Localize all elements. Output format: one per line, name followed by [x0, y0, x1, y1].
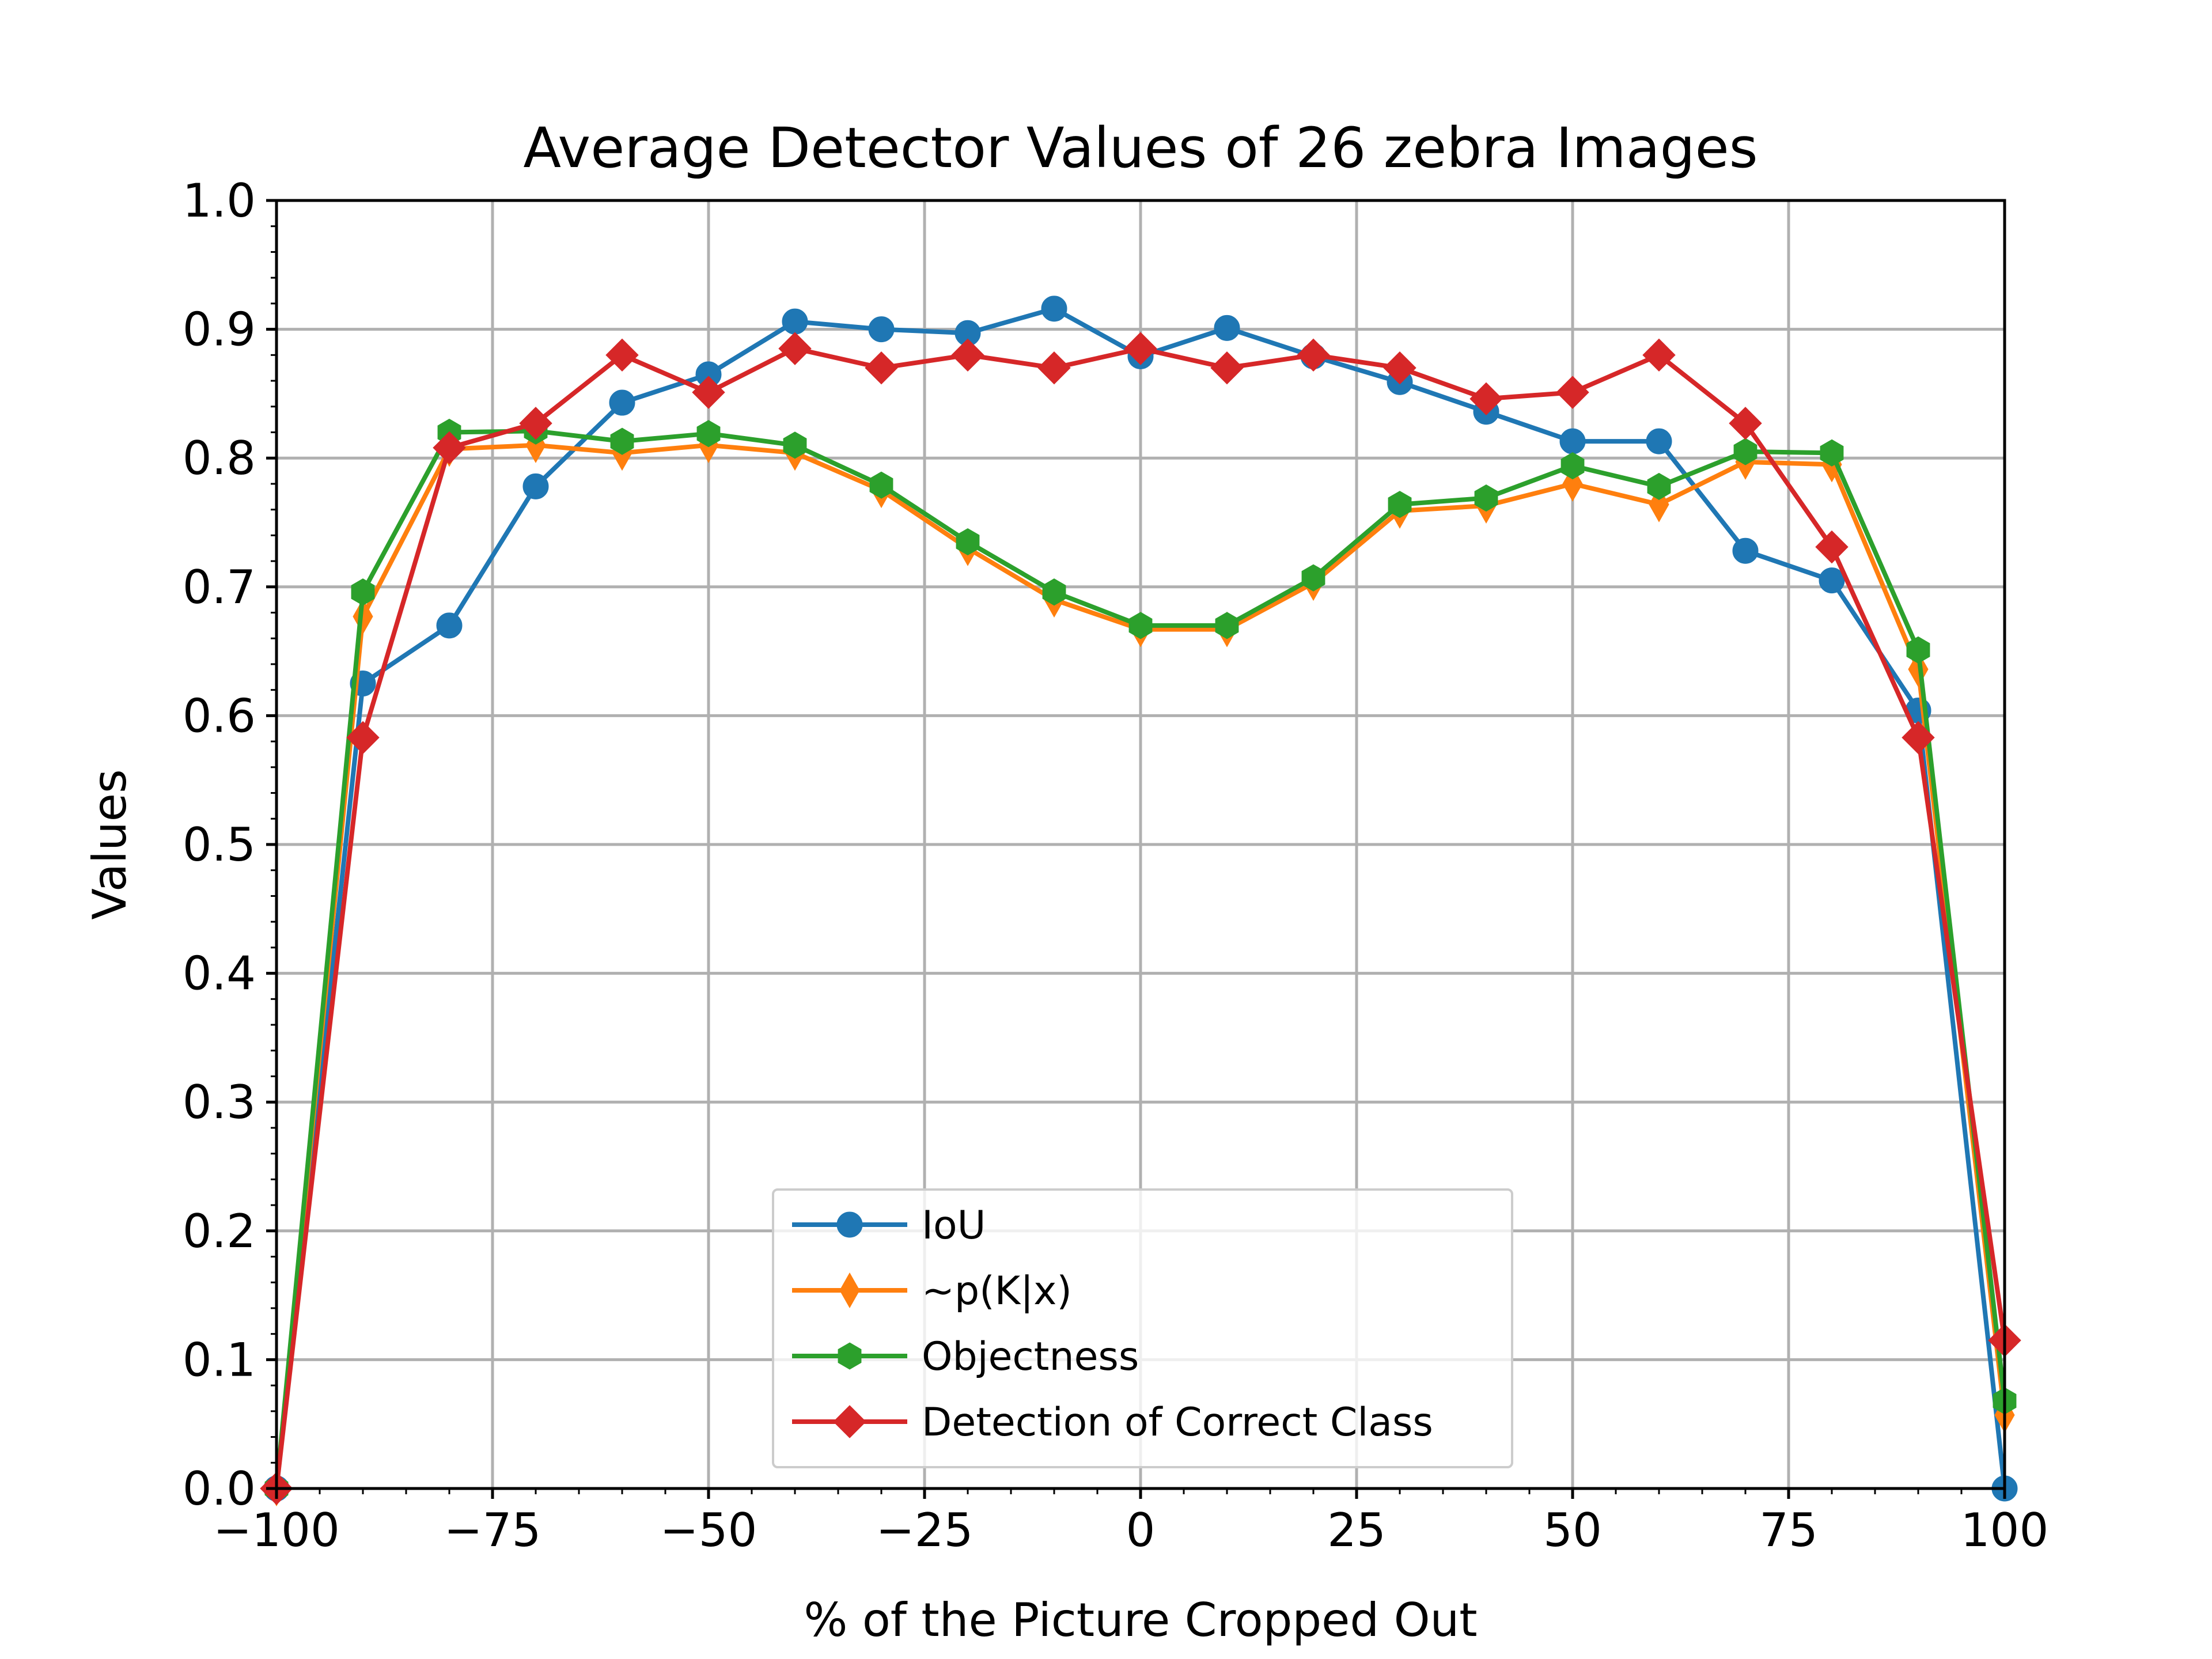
x-tick-label: 75	[1759, 1503, 1818, 1557]
y-tick-label: 0.5	[183, 818, 256, 872]
y-axis-label: Values	[83, 769, 137, 919]
data-point	[1037, 351, 1071, 385]
series-detection-of-correct-class	[260, 332, 2021, 1505]
data-point	[1556, 376, 1589, 409]
y-tick-label: 1.0	[183, 174, 256, 228]
y-tick-label: 0.7	[183, 560, 256, 614]
data-point	[1560, 452, 1585, 480]
data-point	[696, 420, 721, 448]
data-point	[1474, 484, 1498, 512]
data-point	[433, 431, 466, 465]
y-tick-label: 0.9	[183, 303, 256, 357]
data-point	[1297, 338, 1330, 372]
data-point	[436, 612, 463, 639]
legend-label: Objectness	[922, 1334, 1139, 1380]
data-point	[782, 308, 808, 335]
data-point	[778, 332, 812, 365]
y-tick-label: 0.4	[183, 947, 256, 1001]
data-point	[1215, 612, 1239, 639]
x-tick-label: 50	[1543, 1503, 1602, 1557]
legend-item: Detection of Correct Class	[792, 1400, 1433, 1445]
legend-marker	[833, 1405, 866, 1438]
data-point	[868, 316, 895, 343]
data-point	[951, 338, 984, 372]
data-point	[351, 578, 375, 606]
data-point	[1732, 537, 1759, 564]
legend-marker	[839, 1272, 860, 1309]
x-tick-label: −100	[213, 1503, 340, 1557]
chart-title: Average Detector Values of 26 zebra Imag…	[523, 116, 1758, 180]
axis-ticks: −100 −75 −50 −25 0 25 50 75 100 0.0 0.1 0.2 0.3 0.4 0.…	[183, 174, 2049, 1557]
data-point	[956, 528, 980, 556]
y-tick-label: 0.2	[183, 1205, 256, 1258]
data-point	[1210, 351, 1244, 385]
x-tick-label: 25	[1327, 1503, 1386, 1557]
data-point	[519, 407, 552, 440]
data-point	[609, 389, 635, 416]
legend-box	[772, 1188, 1513, 1468]
data-point	[865, 351, 898, 385]
legend: IoU ~p(K|x) Objectness Detection of Correct…	[772, 1188, 1513, 1468]
data-point	[1729, 407, 1762, 440]
data-point	[1383, 351, 1416, 385]
data-point	[692, 376, 725, 409]
x-tick-label: 0	[1126, 1503, 1156, 1557]
legend-item: IoU	[792, 1203, 986, 1248]
legend-label: ~p(K|x)	[922, 1268, 1072, 1314]
x-tick-label: −50	[660, 1503, 757, 1557]
data-point	[1301, 564, 1325, 592]
data-point	[1902, 721, 1935, 755]
x-tick-label: 100	[1961, 1503, 2049, 1557]
data-point	[1042, 578, 1066, 606]
data-point	[346, 721, 380, 755]
grid-lines	[275, 199, 2006, 1490]
data-point	[1559, 428, 1586, 454]
x-tick-label: −25	[876, 1503, 974, 1557]
y-tick-label: 0.3	[183, 1075, 256, 1129]
data-point	[1906, 636, 1930, 664]
data-point	[1647, 472, 1671, 500]
data-point	[869, 471, 893, 499]
y-tick-label: 0.1	[183, 1333, 256, 1387]
y-tick-label: 0.6	[183, 689, 256, 743]
data-point	[1733, 438, 1758, 465]
y-tick-label: 0.0	[183, 1462, 256, 1516]
legend-item: ~p(K|x)	[792, 1268, 1072, 1314]
legend-marker	[836, 1211, 863, 1238]
data-point	[1642, 338, 1676, 372]
legend-label: IoU	[922, 1203, 986, 1248]
data-point	[783, 431, 807, 459]
y-tick-label: 0.8	[183, 431, 256, 485]
data-point	[1469, 382, 1503, 416]
legend-marker	[838, 1342, 862, 1370]
x-axis-label: % of the Picture Cropped Out	[804, 1593, 1477, 1647]
data-point	[610, 427, 634, 455]
data-point	[1041, 296, 1067, 322]
data-point	[605, 338, 639, 372]
data-point	[1388, 491, 1412, 518]
x-tick-label: −75	[444, 1503, 541, 1557]
data-point	[522, 473, 549, 499]
legend-label: Detection of Correct Class	[922, 1400, 1433, 1445]
data-point	[1820, 439, 1844, 467]
data-point	[1815, 530, 1849, 564]
legend-item: Objectness	[792, 1334, 1139, 1380]
data-point	[1128, 612, 1153, 639]
data-point	[1646, 428, 1672, 454]
data-point	[1124, 332, 1157, 365]
data-point	[1214, 315, 1240, 341]
